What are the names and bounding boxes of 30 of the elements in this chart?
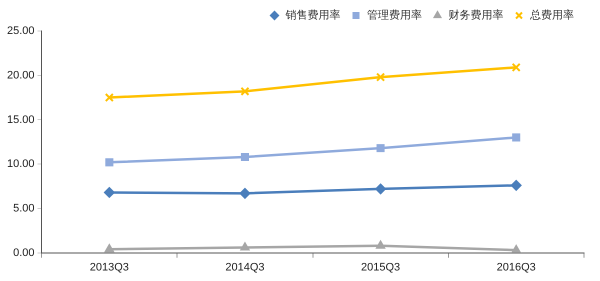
x-tick-label: 2016Q3: [496, 261, 536, 274]
point: [511, 244, 522, 253]
point: [239, 188, 250, 199]
point: [376, 72, 386, 82]
x-tick-label: 2014Q3: [225, 261, 265, 274]
point: [240, 152, 249, 162]
point: [376, 144, 385, 152]
y-tick-label: 10.00: [6, 158, 35, 170]
legend-label: 总费用率: [529, 8, 574, 22]
point: [105, 158, 114, 166]
point: [104, 93, 114, 102]
legend-label: 财务费用率: [448, 8, 504, 22]
y-tick-label: 20.00: [6, 69, 35, 82]
y-tick-label: 25.00: [6, 25, 35, 38]
legend-label: 销售费用率: [284, 8, 340, 22]
point: [510, 180, 522, 191]
y-tick-label: 15.00: [6, 114, 35, 126]
point: [240, 242, 250, 250]
point: [104, 186, 115, 198]
point: [240, 86, 250, 96]
point: [375, 183, 386, 194]
legend-label: 管理费用率: [367, 8, 422, 22]
point: [104, 244, 114, 252]
x-tick-label: 2015Q3: [360, 261, 400, 274]
y-tick-label: 5.00: [13, 202, 35, 214]
point: [376, 240, 386, 249]
x-tick-label: 2013Q3: [90, 261, 129, 274]
point: [512, 133, 520, 142]
y-tick-label: 0.00: [13, 246, 35, 259]
point: [512, 62, 521, 72]
